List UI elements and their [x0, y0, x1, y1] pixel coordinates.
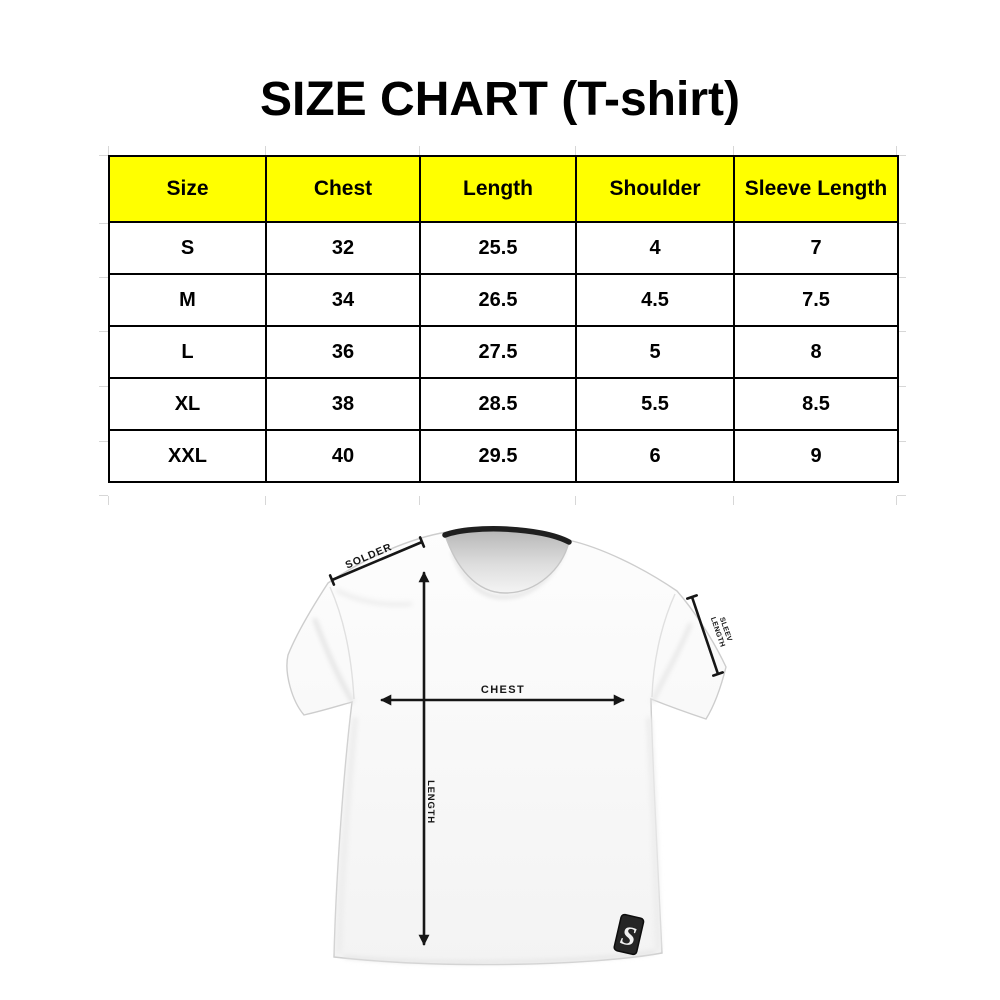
table-row: S 32 25.5 4 7	[108, 221, 899, 275]
table-cell: 29.5	[419, 429, 577, 483]
gridline-stub	[896, 496, 897, 505]
table-cell: 6	[575, 429, 735, 483]
length-label: LENGTH	[425, 780, 436, 824]
tshirt-body	[286, 526, 727, 966]
table-cell: 25.5	[419, 221, 577, 275]
page-title: SIZE CHART (T-shirt)	[260, 73, 740, 126]
table-row: M 34 26.5 4.5 7.5	[108, 273, 899, 327]
sleeve-seam-right	[651, 593, 676, 698]
gridline-stub	[265, 146, 266, 155]
gridline-stub	[108, 146, 109, 155]
tshirt-diagram: S SOLDER LENGTH CHEST SLEEV LENGTH	[286, 526, 735, 966]
table-cell: 5	[575, 325, 735, 379]
row-label: XL	[108, 377, 267, 431]
table-cell: 4.5	[575, 273, 735, 327]
gridline-stub	[99, 441, 108, 442]
table-cell: 36	[265, 325, 421, 379]
table-row: XXL 40 29.5 6 9	[108, 429, 899, 483]
size-table: Size Chest Length Shoulder Sleeve Length…	[108, 155, 899, 483]
column-header-sleeve-length: Sleeve Length	[733, 155, 899, 223]
row-label: M	[108, 273, 267, 327]
length-measure: LENGTH	[418, 571, 436, 946]
chest-measure: CHEST	[380, 684, 625, 706]
column-header-shoulder: Shoulder	[575, 155, 735, 223]
chest-label: CHEST	[481, 684, 525, 696]
fabric-shading	[313, 548, 692, 964]
column-header-length: Length	[419, 155, 577, 223]
table-cell: 32	[265, 221, 421, 275]
row-label: S	[108, 221, 267, 275]
table-cell: 7.5	[733, 273, 899, 327]
row-label: XXL	[108, 429, 267, 483]
table-cell: 7	[733, 221, 899, 275]
neck-opening	[445, 528, 569, 593]
brand-tag: S	[613, 913, 645, 956]
table-cell: 8.5	[733, 377, 899, 431]
gridline-stub	[733, 496, 734, 505]
gridline-stub	[575, 496, 576, 505]
table-cell: 5.5	[575, 377, 735, 431]
sleeve-seam-left	[329, 586, 355, 700]
gridline-stub	[419, 496, 420, 505]
gridline-stub	[896, 146, 897, 155]
gridline-stub	[99, 495, 108, 496]
table-row: XL 38 28.5 5.5 8.5	[108, 377, 899, 431]
table-cell: 27.5	[419, 325, 577, 379]
column-header-size: Size	[108, 155, 267, 223]
table-cell: 8	[733, 325, 899, 379]
table-cell: 40	[265, 429, 421, 483]
gridline-stub	[897, 495, 906, 496]
gridline-stub	[108, 496, 109, 505]
table-cell: 4	[575, 221, 735, 275]
collar	[442, 526, 572, 545]
gridline-stub	[575, 146, 576, 155]
table-cell: 34	[265, 273, 421, 327]
table-cell: 26.5	[419, 273, 577, 327]
table-cell: 9	[733, 429, 899, 483]
tshirt-graphic: S	[286, 526, 727, 966]
table-row: L 36 27.5 5 8	[108, 325, 899, 379]
gridline-stub	[99, 155, 108, 156]
row-label: L	[108, 325, 267, 379]
brand-tag-icon: S	[618, 920, 639, 953]
gridline-stub	[265, 496, 266, 505]
table-cell: 28.5	[419, 377, 577, 431]
gridline-stub	[99, 223, 108, 224]
gridline-stub	[419, 146, 420, 155]
gridline-stub	[733, 146, 734, 155]
gridline-stub	[99, 277, 108, 278]
neck-seam	[444, 534, 570, 594]
column-header-chest: Chest	[265, 155, 421, 223]
table-cell: 38	[265, 377, 421, 431]
gridline-stub	[99, 386, 108, 387]
header-row: Size Chest Length Shoulder Sleeve Length	[108, 155, 899, 223]
gridline-stub	[99, 331, 108, 332]
